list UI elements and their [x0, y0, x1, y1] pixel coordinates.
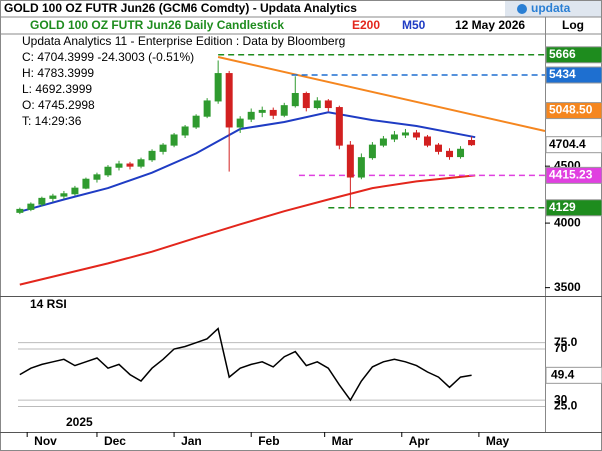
candle-body — [203, 100, 211, 117]
value-box-label: 49.4 — [551, 368, 575, 382]
candle-body — [357, 157, 365, 178]
candle-body — [379, 138, 387, 146]
info-line: C: 4704.3999 -24.3003 (-0.51%) — [22, 50, 194, 64]
candle-body — [93, 174, 101, 180]
info-line: Updata Analytics 11 - Enterprise Edition… — [22, 34, 345, 48]
price-box — [545, 199, 602, 217]
y-tick-label: 3500 — [554, 280, 581, 294]
candle-body — [236, 118, 244, 128]
trend-line — [217, 56, 546, 132]
scale-label: Log — [562, 18, 584, 32]
candle-body — [302, 92, 310, 109]
x-tick-label: Feb — [258, 434, 279, 448]
x-tick-label: Mar — [332, 434, 354, 448]
candle-body — [225, 73, 233, 128]
candle-body — [159, 144, 167, 152]
x-tick-label: May — [486, 434, 510, 448]
candle-body — [423, 136, 431, 146]
rsi-line — [19, 327, 472, 402]
price-box-label: 5666 — [549, 47, 576, 61]
logo-icon — [517, 4, 527, 14]
brand: updata — [531, 1, 571, 15]
info-line: T: 14:29:36 — [22, 114, 82, 128]
candle-body — [280, 105, 288, 116]
candle-body — [390, 134, 398, 140]
candle-body — [16, 208, 24, 213]
candle-body — [214, 73, 222, 102]
panel-title: 14 RSI — [30, 297, 67, 311]
candle-body — [104, 166, 112, 176]
chart-title: GOLD 100 OZ FUTR Jun26 (GCM6 Comdty) - U… — [4, 1, 357, 15]
x-tick-label: Apr — [409, 434, 430, 448]
candle-body — [82, 178, 90, 189]
candle-body — [170, 134, 178, 146]
candle-body — [115, 163, 123, 168]
x-tick-label: Nov — [34, 434, 57, 448]
price-box-label: 5048.50 — [549, 103, 593, 117]
year-label: 2025 — [66, 415, 93, 429]
price-box — [545, 136, 602, 154]
price-box — [545, 166, 602, 184]
candle-body — [192, 115, 200, 128]
y-tick-label: 75.0 — [554, 335, 578, 349]
candle-body — [412, 132, 420, 138]
candle-body — [446, 150, 454, 158]
subtitle: GOLD 100 OZ FUTR Jun26 Daily Candlestick — [30, 18, 284, 32]
candle-body — [269, 109, 277, 116]
info-line: H: 4783.3999 — [22, 66, 94, 80]
candle-body — [324, 100, 332, 109]
candle-body — [247, 111, 255, 120]
y-tick-label: 4000 — [554, 215, 581, 229]
logo-bg — [505, 1, 601, 17]
candle-body — [148, 150, 156, 161]
x-tick-label: Jan — [181, 434, 202, 448]
candle-body — [401, 132, 409, 136]
price-box — [545, 46, 602, 64]
value-box — [545, 366, 602, 384]
y-tick-label: 25.0 — [554, 399, 578, 413]
candle-body — [27, 203, 35, 210]
candle-body — [126, 163, 134, 167]
candle-body — [38, 197, 46, 205]
candle-body — [335, 107, 343, 146]
y-tick-label: 70 — [554, 341, 568, 355]
legend-entry: M50 — [402, 18, 426, 32]
price-box-label: 4129 — [549, 200, 576, 214]
date: 12 May 2026 — [455, 18, 525, 32]
moving-average — [19, 174, 476, 286]
price-box-label: 5434 — [549, 67, 576, 81]
candle-body — [291, 92, 299, 107]
price-box — [545, 66, 602, 84]
legend-entry: E200 — [352, 18, 380, 32]
candle-body — [137, 159, 145, 167]
x-tick-label: Dec — [104, 434, 126, 448]
candle-body — [368, 144, 376, 159]
price-box — [545, 102, 602, 120]
candle-body — [258, 109, 266, 113]
candle-body — [60, 193, 68, 197]
candle-body — [49, 195, 57, 199]
candle-body — [181, 126, 189, 136]
candle-body — [434, 144, 442, 152]
candle-body — [457, 148, 465, 158]
candle-body — [71, 187, 79, 195]
candle-body — [346, 144, 354, 178]
info-line: L: 4692.3999 — [22, 82, 92, 96]
price-box-label: 4415.23 — [549, 168, 593, 182]
y-tick-label: 30 — [554, 392, 568, 406]
candle-body — [313, 100, 321, 109]
price-box-label: 4704.4 — [549, 137, 586, 151]
info-line: O: 4745.2998 — [22, 98, 95, 112]
candle-body — [468, 140, 476, 146]
